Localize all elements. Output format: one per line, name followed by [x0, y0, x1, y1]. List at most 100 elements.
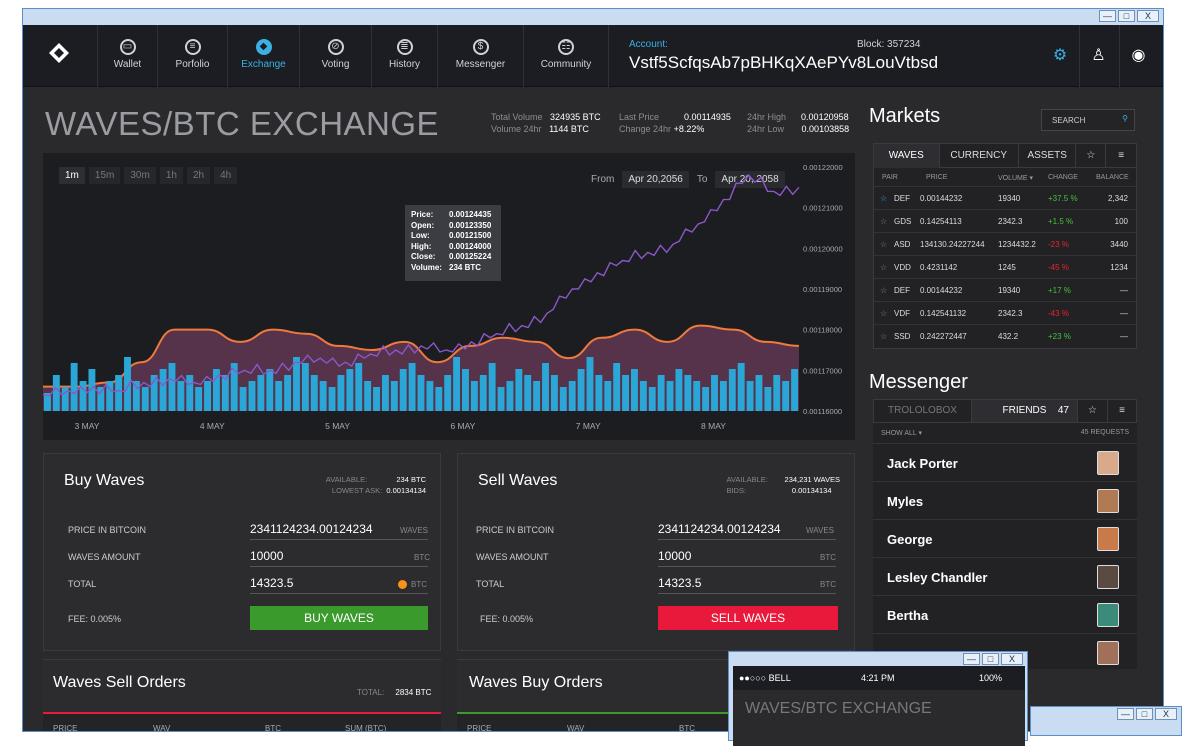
sell-amount-input[interactable]: 10000: [658, 547, 836, 567]
market-search-input[interactable]: SEARCH ⚲: [1041, 109, 1135, 131]
messenger-icon: $: [472, 39, 489, 55]
minimize-button[interactable]: —: [1099, 10, 1116, 22]
close-button[interactable]: X: [1155, 708, 1177, 720]
favorite-star-icon[interactable]: ☆: [880, 309, 888, 318]
tab-trolobox[interactable]: TROLOLOBOX: [874, 400, 972, 422]
nav-community[interactable]: ☷ Community: [523, 25, 609, 87]
price-chart[interactable]: 1m 15m 30m 1h 2h 4h From Apr 20,2056 To …: [43, 153, 855, 440]
sell-price-input[interactable]: 2341124234.00124234: [658, 520, 836, 540]
col-price[interactable]: PRICE: [53, 724, 78, 732]
user-icon[interactable]: ♙: [1079, 25, 1117, 87]
from-label: From: [591, 174, 615, 185]
avatar[interactable]: [1097, 527, 1119, 551]
timeframe-4h[interactable]: 4h: [214, 167, 238, 184]
favorite-star-icon[interactable]: ☆: [880, 332, 888, 341]
avatar[interactable]: [1097, 603, 1119, 627]
nav-portfolio[interactable]: ≡ Porfolio: [157, 25, 227, 87]
market-row[interactable]: ☆ DEF 0.00144232 19340 +17 % —: [874, 278, 1136, 301]
friend-item[interactable]: George: [873, 519, 1137, 557]
market-row[interactable]: ☆ DEF 0.00144232 19340 +37.5 % 2,342: [874, 186, 1136, 209]
minimize-button[interactable]: —: [1117, 708, 1134, 720]
mobile-status-bar: ●●○○○ BELL 4:21 PM 100%: [733, 666, 1025, 690]
settings-gear-icon[interactable]: ⚙: [1052, 47, 1068, 64]
avatar[interactable]: [1097, 641, 1119, 665]
avatar[interactable]: [1097, 451, 1119, 475]
nav-history[interactable]: ≣ History: [371, 25, 437, 87]
nav-exchange[interactable]: ◆ Exchange: [227, 25, 299, 87]
maximize-button[interactable]: □: [1118, 10, 1135, 22]
friend-item[interactable]: Jack Porter: [873, 443, 1137, 481]
market-pair: DEF: [894, 286, 910, 295]
block-height: Block: 357234: [857, 39, 921, 50]
show-all-dropdown[interactable]: SHOW ALL ▾: [881, 430, 922, 437]
sell-waves-button[interactable]: SELL WAVES: [658, 606, 838, 630]
friend-item[interactable]: Myles: [873, 481, 1137, 519]
market-row[interactable]: ☆ SSD 0.242272447 432.2 +23 % —: [874, 324, 1136, 347]
col-sum[interactable]: SUM (BTC): [345, 724, 387, 732]
avatar[interactable]: [1097, 565, 1119, 589]
friend-item[interactable]: Bertha: [873, 595, 1137, 633]
buy-total-input[interactable]: 14323.5: [250, 574, 428, 594]
timeframe-1h[interactable]: 1h: [159, 167, 183, 184]
market-balance: —: [1120, 309, 1128, 318]
col-price[interactable]: PRICE: [467, 724, 492, 732]
timeframe-30m[interactable]: 30m: [124, 167, 156, 184]
timeframe-2h[interactable]: 2h: [186, 167, 211, 184]
col-wav[interactable]: WAV: [153, 724, 171, 732]
power-icon[interactable]: ◉: [1119, 25, 1157, 87]
market-row[interactable]: ☆ ASD 134130.24227244 1234432.2 -23 % 3440: [874, 232, 1136, 255]
market-tabs: WAVES CURRENCY ASSETS ☆ ≡: [874, 144, 1136, 168]
timeframe-1m[interactable]: 1m: [59, 167, 85, 184]
sell-total-input[interactable]: 14323.5: [658, 574, 836, 594]
price-label: PRICE IN BITCOIN: [476, 525, 555, 535]
menu-icon[interactable]: ≡: [1119, 405, 1125, 416]
buy-amount-input[interactable]: 10000: [250, 547, 428, 567]
volume-bar: [301, 363, 309, 411]
favorites-star-icon[interactable]: ☆: [1076, 144, 1107, 168]
menu-icon[interactable]: ≡: [1118, 150, 1125, 161]
nav-voting[interactable]: ⊘ Voting: [299, 25, 371, 87]
buy-price-input[interactable]: 2341124234.00124234: [250, 520, 428, 540]
favorite-star-icon[interactable]: ☆: [880, 263, 888, 272]
maximize-button[interactable]: □: [1136, 708, 1153, 720]
favorite-star-icon[interactable]: ☆: [880, 217, 888, 226]
tab-friends[interactable]: FRIENDS 47: [972, 400, 1078, 422]
friend-item[interactable]: Lesley Chandler: [873, 557, 1137, 595]
close-button[interactable]: X: [1001, 653, 1023, 665]
nav-wallet[interactable]: ▭ Wallet: [97, 25, 157, 87]
favorite-star-icon[interactable]: ☆: [880, 286, 888, 295]
col-balance[interactable]: BALANCE: [1096, 174, 1129, 181]
col-price[interactable]: PRICE: [926, 174, 948, 181]
favorite-star-icon[interactable]: ☆: [880, 240, 888, 249]
maximize-button[interactable]: □: [982, 653, 999, 665]
col-pair[interactable]: PAIR: [882, 174, 898, 181]
col-change[interactable]: CHANGE: [1048, 174, 1078, 181]
col-volume[interactable]: VOLUME ▾: [998, 175, 1034, 182]
market-row[interactable]: ☆ GDS 0.14254113 2342.3 +1.5 % 100: [874, 209, 1136, 232]
col-btc[interactable]: BTC: [679, 724, 695, 732]
requests-count[interactable]: 45 REQUESTS: [1080, 429, 1129, 436]
col-wav[interactable]: WAV: [567, 724, 585, 732]
nav-messenger[interactable]: $ Messenger: [437, 25, 523, 87]
market-change: +17 %: [1048, 286, 1071, 295]
account-address[interactable]: Vstf5ScfqsAb7pBHKqXAePYv8LouVtbsd: [629, 53, 939, 72]
tab-currency[interactable]: CURRENCY: [940, 144, 1019, 168]
friend-item[interactable]: [873, 633, 1137, 671]
market-row[interactable]: ☆ VDD 0.4231142 1245 -45 % 1234: [874, 255, 1136, 278]
buy-waves-button[interactable]: BUY WAVES: [250, 606, 428, 630]
timeframe-15m[interactable]: 15m: [88, 167, 121, 184]
tab-waves[interactable]: WAVES: [874, 144, 940, 168]
to-date-input[interactable]: Apr 20, 2058: [715, 171, 785, 188]
favorite-star-icon[interactable]: ☆: [880, 194, 888, 203]
minimize-button[interactable]: —: [963, 653, 980, 665]
market-row[interactable]: ☆ VDF 0.142541132 2342.3 -43 % —: [874, 301, 1136, 324]
close-button[interactable]: X: [1137, 10, 1159, 22]
nav-label: Exchange: [241, 59, 286, 70]
waves-logo-icon[interactable]: [47, 41, 71, 65]
col-btc[interactable]: BTC: [265, 724, 281, 732]
avatar[interactable]: [1097, 489, 1119, 513]
market-change: -45 %: [1048, 263, 1069, 272]
favorites-star-icon[interactable]: ☆: [1078, 400, 1108, 422]
from-date-input[interactable]: Apr 20,2056: [622, 171, 689, 188]
tab-assets[interactable]: ASSETS: [1019, 144, 1077, 168]
